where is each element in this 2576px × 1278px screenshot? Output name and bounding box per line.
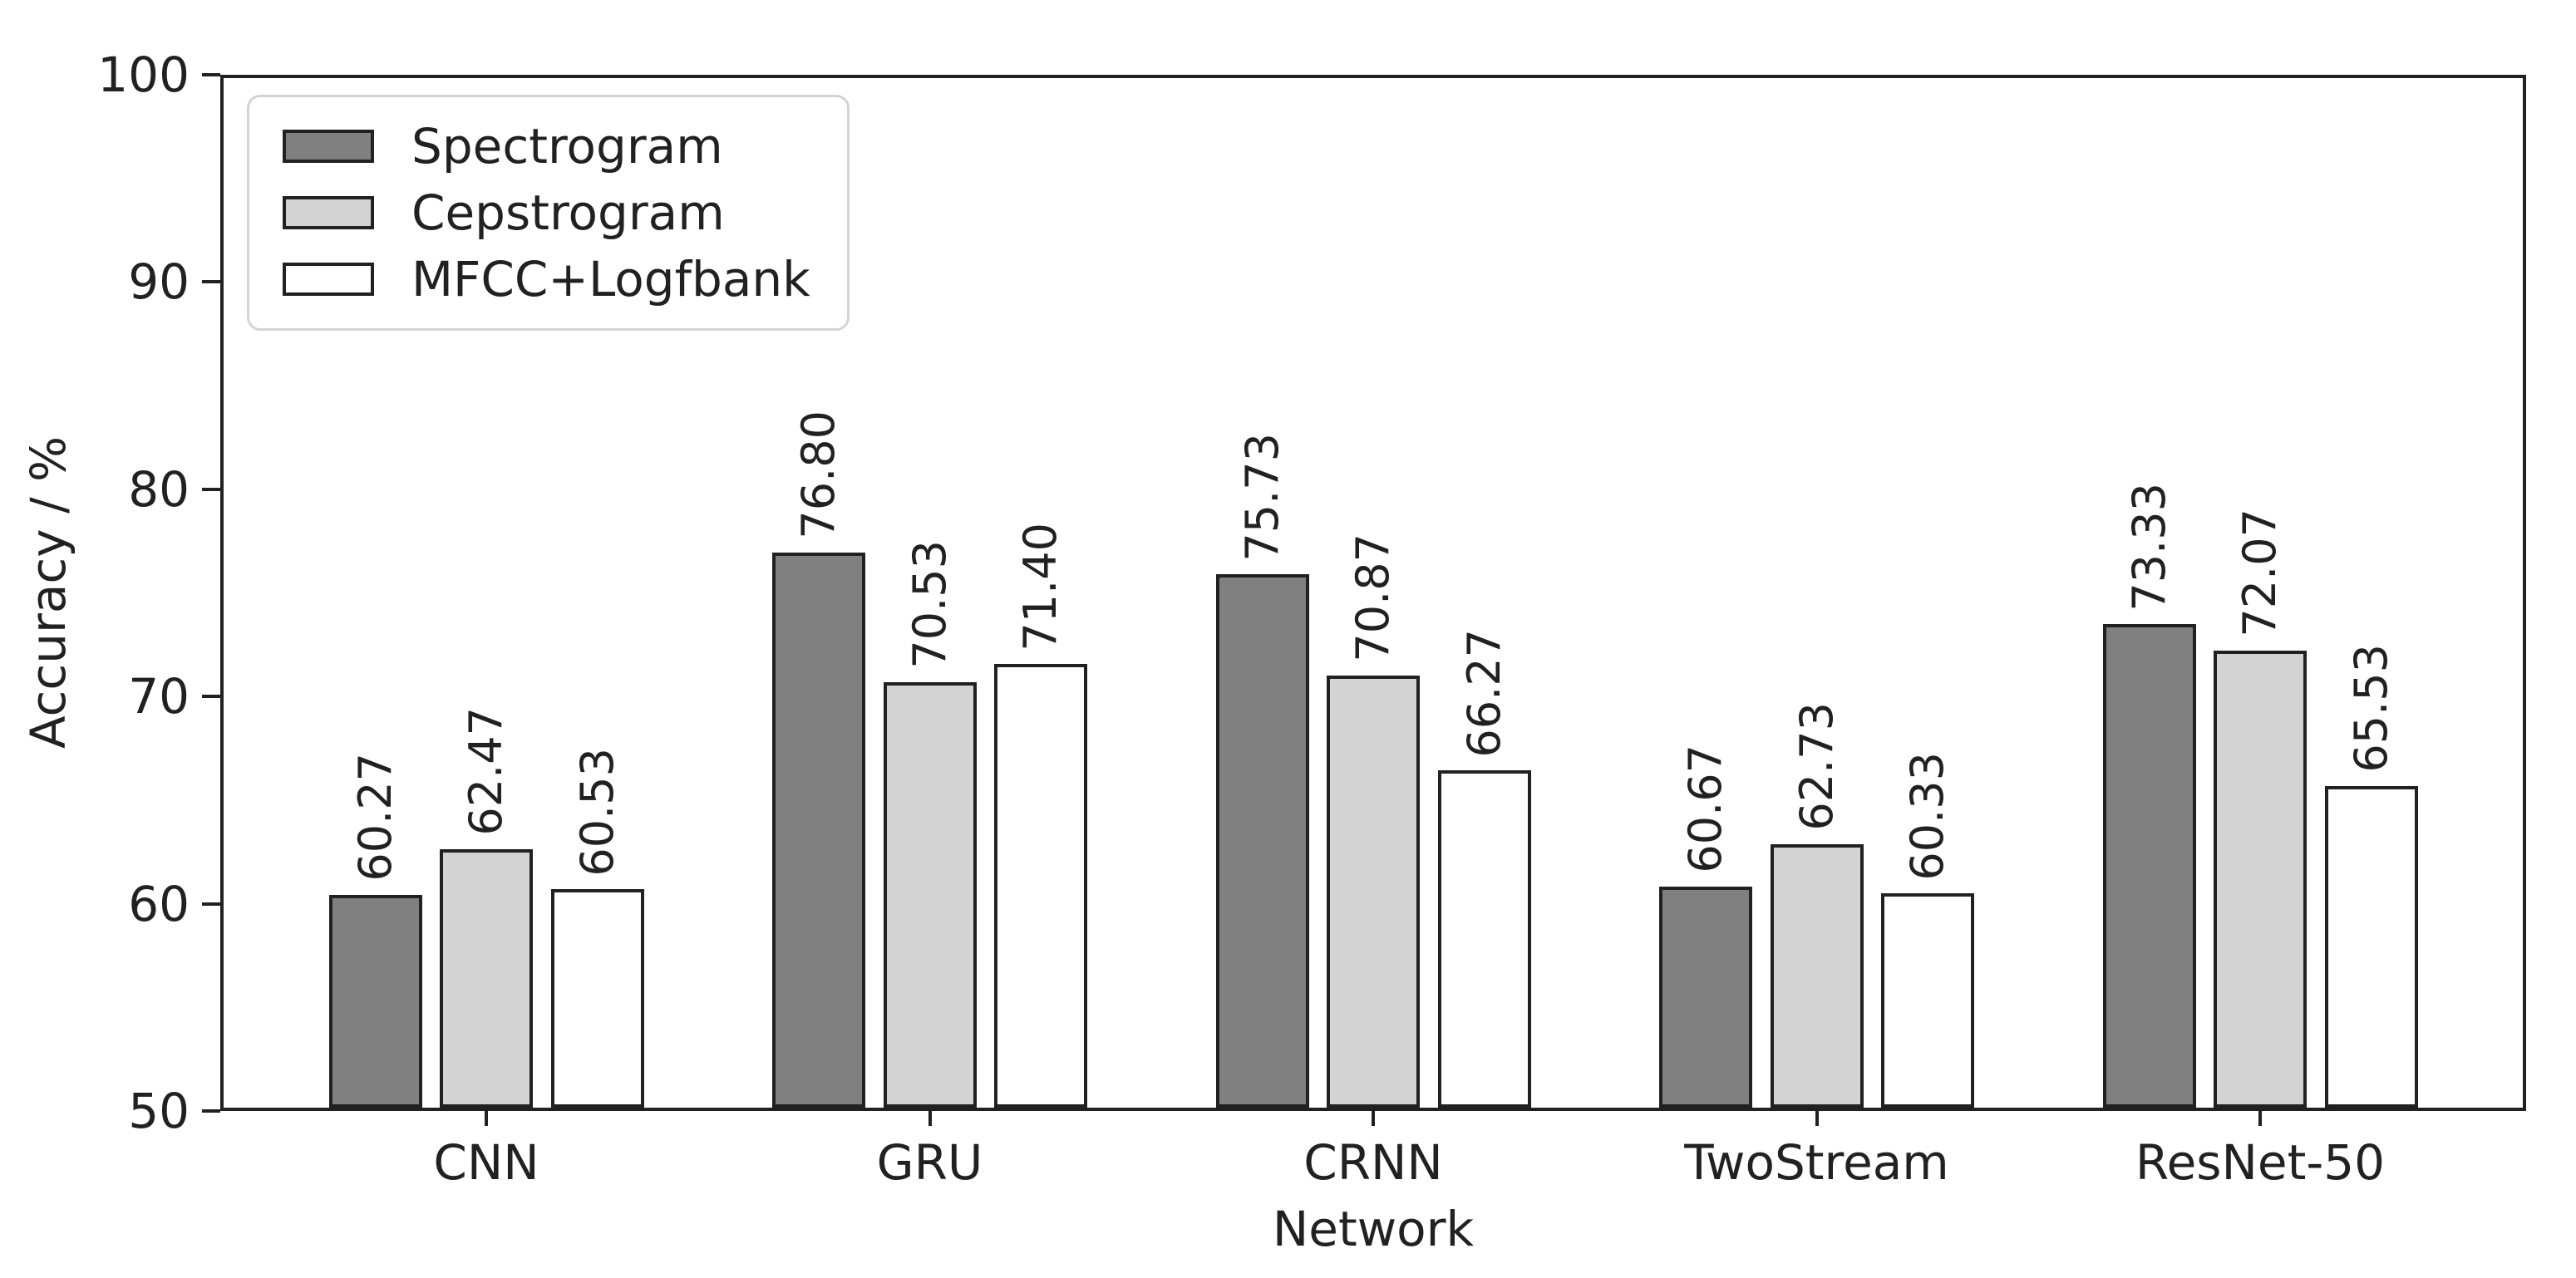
bar-value-label: 60.27 [348,753,401,882]
bar-spectrogram-resnet-50 [2102,624,2196,1108]
y-tick-mark [202,73,220,76]
bar-cepstrogram-cnn [440,849,533,1108]
x-tick-label: GRU [876,1134,983,1191]
x-tick-mark [485,1109,488,1126]
y-tick-label: 70 [128,668,190,725]
bar-mfcc+logfbank-twostream [1881,893,1974,1108]
plot-area: Spectrogram Cepstrogram MFCC+Logfbank 60.2… [220,75,2526,1111]
bar-spectrogram-gru [772,552,865,1108]
bar-mfcc+logfbank-cnn [550,889,644,1108]
x-tick-mark [1815,1109,1819,1126]
y-tick-mark [202,487,220,491]
bar-value-label: 62.73 [1790,701,1843,831]
y-tick-mark [202,1109,220,1113]
x-tick-label: CNN [433,1134,539,1191]
bar-value-label: 71.40 [1014,522,1066,651]
bar-value-label: 66.27 [1457,628,1510,758]
bar-spectrogram-twostream [1659,886,1752,1108]
bar-mfcc+logfbank-crnn [1437,770,1531,1108]
bar-cepstrogram-crnn [1327,675,1420,1108]
bar-spectrogram-crnn [1215,574,1309,1108]
y-tick-mark [202,280,220,284]
x-axis-title: Network [1272,1201,1475,1257]
bar-value-label: 73.33 [2122,482,2175,612]
y-tick-mark [202,902,220,906]
bar-value-label: 75.73 [1235,432,1288,562]
x-tick-label: CRNN [1303,1134,1443,1191]
bar-value-label: 76.80 [792,410,845,539]
bar-cepstrogram-resnet-50 [2214,650,2307,1108]
legend-swatch [283,196,374,229]
legend: Spectrogram Cepstrogram MFCC+Logfbank [247,95,850,331]
bar-value-label: 72.07 [2234,508,2286,637]
y-tick-label: 60 [128,875,190,932]
x-tick-mark [2258,1109,2262,1126]
y-tick-mark [202,695,220,699]
legend-label: Cepstrogram [411,184,725,241]
y-tick-label: 50 [128,1083,190,1139]
x-tick-label: TwoStream [1684,1134,1949,1191]
legend-swatch [283,130,374,163]
legend-swatch [283,263,374,296]
bar-value-label: 60.67 [1679,745,1731,873]
y-tick-label: 80 [128,460,190,518]
bar-value-label: 60.53 [570,747,623,877]
bar-spectrogram-cnn [328,894,422,1108]
bar-value-label: 70.87 [1347,533,1399,662]
legend-label: MFCC+Logfbank [411,251,810,307]
x-tick-label: ResNet-50 [2135,1134,2386,1191]
legend-item: Spectrogram [283,119,810,174]
bar-value-label: 65.53 [2344,644,2397,773]
legend-item: Cepstrogram [283,185,810,240]
bar-cepstrogram-twostream [1770,843,1864,1108]
x-tick-mark [1372,1109,1375,1126]
y-tick-label: 100 [97,47,190,103]
bar-value-label: 70.53 [903,540,956,669]
y-tick-label: 90 [128,253,190,311]
bar-value-label: 62.47 [460,707,512,836]
bar-mfcc+logfbank-resnet-50 [2324,785,2418,1108]
x-tick-mark [928,1109,932,1126]
bar-value-label: 60.33 [1901,751,1953,881]
legend-item: MFCC+Logfbank [283,252,810,307]
bar-mfcc+logfbank-gru [994,664,1087,1108]
legend-label: Spectrogram [411,118,723,174]
bar-cepstrogram-gru [883,681,977,1108]
